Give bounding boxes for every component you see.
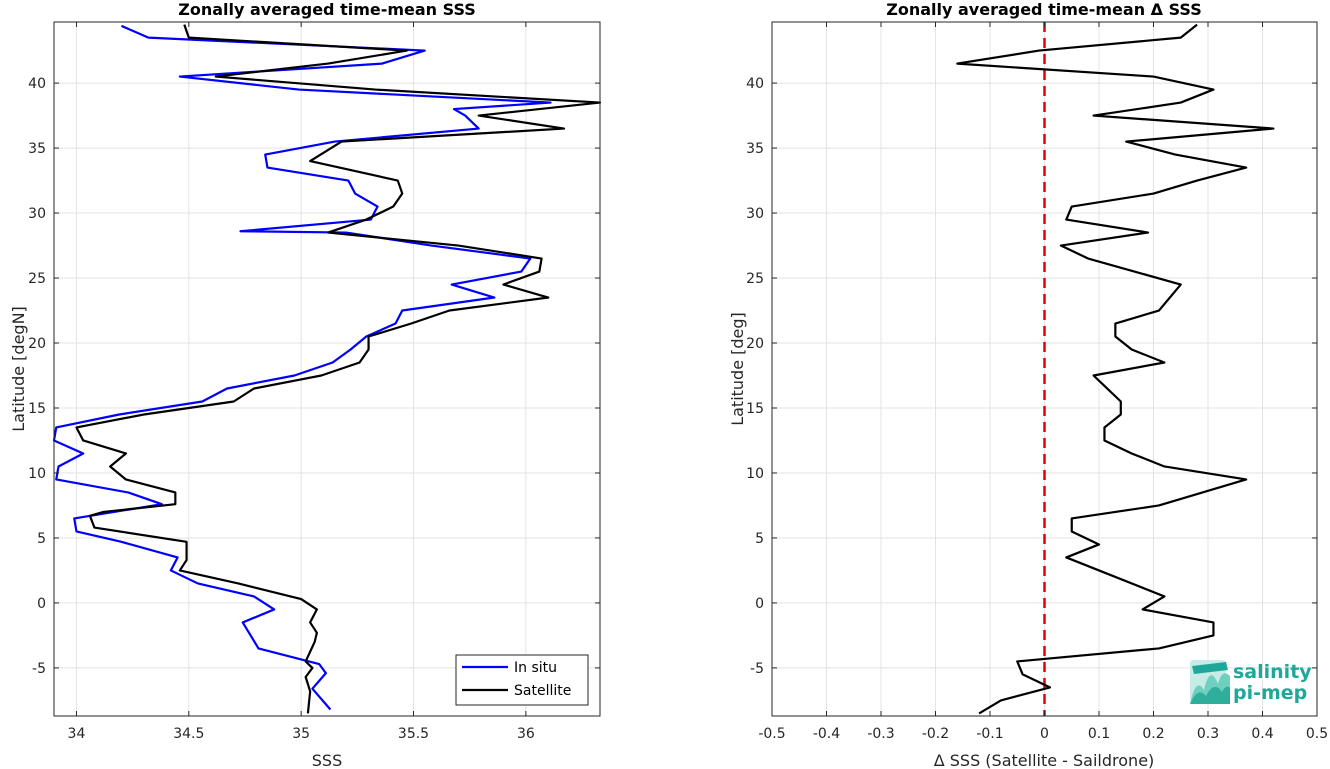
legend-label-in-situ: In situ (514, 660, 557, 676)
x-tick-label: -0.3 (867, 726, 894, 742)
y-axis-label: Latitude [deg] (728, 312, 747, 426)
x-tick-label: 0.3 (1197, 726, 1219, 742)
y-tick-label: 25 (28, 271, 46, 287)
y-tick-label: 15 (746, 401, 764, 417)
x-tick-label: 34.5 (173, 726, 204, 742)
y-tick-label: 40 (28, 76, 46, 92)
y-tick-label: -5 (32, 661, 46, 677)
x-tick-label: -0.1 (976, 726, 1003, 742)
x-tick-label: 35 (292, 726, 310, 742)
logo-text-pi-mep: pi-mep (1233, 682, 1307, 704)
y-tick-label: 5 (37, 531, 46, 547)
wave-logo-icon (1190, 660, 1230, 704)
series-line-0 (956, 23, 1275, 715)
x-tick-label: 0.4 (1251, 726, 1273, 742)
y-tick-label: 15 (28, 401, 46, 417)
y-tick-label: 35 (746, 141, 764, 157)
x-tick-label: 0.2 (1142, 726, 1164, 742)
y-tick-label: 40 (746, 76, 764, 92)
chart-title: Zonally averaged time-mean Δ SSS (886, 0, 1202, 19)
x-tick-label: 0.5 (1306, 726, 1328, 742)
axes-frame (53, 21, 601, 717)
y-tick-label: 25 (746, 271, 764, 287)
x-tick-label: -0.4 (813, 726, 840, 742)
x-axis-label: SSS (312, 751, 342, 769)
legend: In situ Satellite (455, 654, 589, 706)
logo-text-salinity: salinity (1233, 661, 1312, 683)
x-tick-label: 36 (517, 726, 535, 742)
x-tick-label: 0.1 (1088, 726, 1110, 742)
y-tick-label: 35 (28, 141, 46, 157)
y-tick-label: 20 (28, 336, 46, 352)
chart-title: Zonally averaged time-mean SSS (178, 0, 476, 19)
y-axis-label: Latitude [degN] (9, 306, 28, 432)
x-tick-label: 35.5 (398, 726, 429, 742)
x-tick-label: -0.2 (922, 726, 949, 742)
y-tick-label: 0 (37, 596, 46, 612)
series-line-satellite (75, 24, 602, 714)
y-tick-label: 10 (28, 466, 46, 482)
legend-label-satellite: Satellite (514, 683, 571, 699)
y-tick-label: 30 (746, 206, 764, 222)
sss-panel: 34 34.5 35 35.5 36 -5 0 5 10 15 20 25 30 35 40 Zonally … (9, 0, 602, 769)
y-tick-label: 30 (28, 206, 46, 222)
series-line-in-situ (52, 24, 552, 711)
plot-area (54, 22, 600, 716)
y-tick-label: 5 (755, 531, 764, 547)
x-axis-label: Δ SSS (Satellite - Saildrone) (934, 751, 1155, 769)
y-tick-label: 20 (746, 336, 764, 352)
x-tick-label: 34 (68, 726, 86, 742)
delta-sss-panel: -0.5 -0.4 -0.3 -0.2 -0.1 0 0.1 0.2 0.3 0.4 0.5 -5 0 5… (728, 0, 1328, 769)
y-tick-label: -5 (750, 661, 764, 677)
x-tick-label: -0.5 (758, 726, 785, 742)
y-tick-label: 0 (755, 596, 764, 612)
x-tick-label: 0 (1040, 726, 1049, 742)
salinity-pi-mep-logo: salinity pi-mep (1190, 660, 1312, 704)
y-tick-label: 10 (746, 466, 764, 482)
